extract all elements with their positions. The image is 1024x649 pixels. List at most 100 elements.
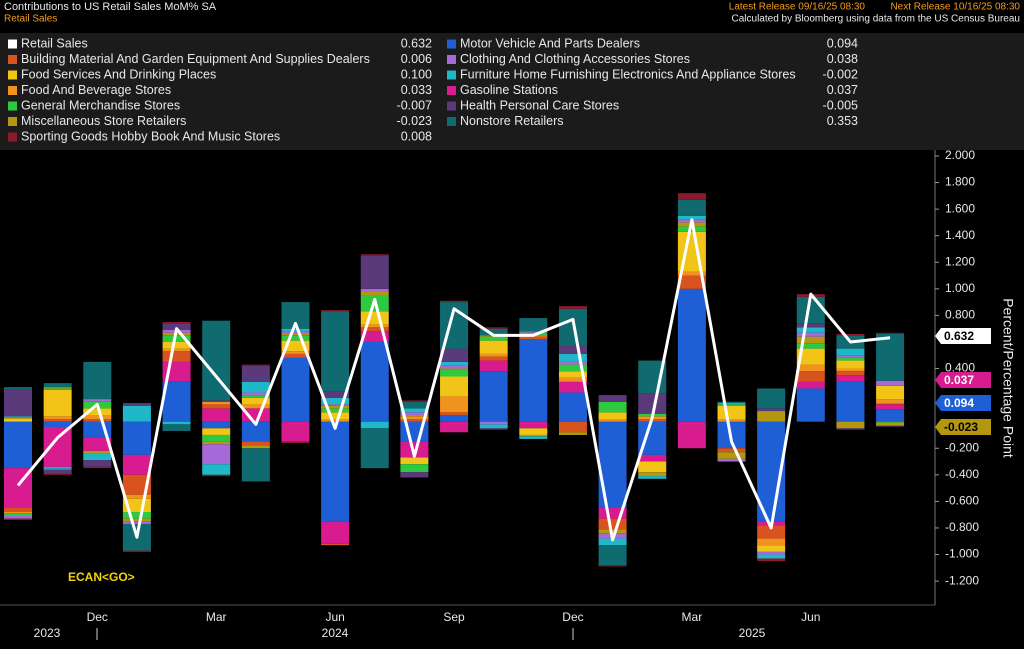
legend-value: 0.094: [827, 36, 858, 50]
bar-segment: [4, 515, 32, 519]
bar-segment: [202, 434, 231, 442]
bar-segment: [796, 371, 825, 382]
bar-segment: [4, 416, 32, 418]
bar-segment: [836, 421, 865, 429]
bar-segment: [43, 469, 72, 474]
bar-segment: [836, 375, 865, 382]
bar-segment: [677, 193, 706, 200]
bar-segment: [122, 494, 151, 499]
bar-segment: [440, 376, 469, 397]
bar-segment: [162, 421, 191, 425]
bar-segment: [400, 408, 429, 413]
legend-swatch: [8, 70, 17, 80]
bar-segment: [122, 474, 151, 495]
bar-segment: [677, 226, 706, 232]
bar-segment: [400, 472, 429, 478]
bar-segment: [519, 331, 548, 333]
bar-segment: [43, 426, 72, 467]
bar-segment: [122, 521, 151, 524]
bar-segment: [519, 318, 548, 332]
bar-segment: [241, 364, 270, 366]
bar-segment: [876, 421, 905, 423]
bar-segment: [479, 353, 508, 357]
bar-segment: [558, 306, 587, 309]
bar-segment: [479, 428, 508, 430]
year-label: 2024: [322, 626, 349, 640]
legend-value: 0.008: [401, 129, 432, 143]
bar-segment: [360, 291, 389, 296]
bar-segment: [83, 450, 112, 454]
bar-segment: [281, 335, 310, 341]
bar-segment: [202, 408, 231, 422]
bar-segment: [122, 550, 151, 552]
y-tick-label: -0.800: [945, 520, 979, 534]
legend-value: -0.023: [397, 114, 432, 128]
bar-segment: [241, 392, 270, 396]
bar-segment: [4, 389, 32, 417]
bar-segment: [4, 512, 32, 514]
bar-segment: [440, 421, 469, 433]
bar-segment: [43, 419, 72, 422]
bar-segment: [321, 310, 350, 312]
bar-segment: [281, 328, 310, 332]
bar-segment: [162, 351, 191, 362]
bar-segment: [440, 348, 469, 362]
bar-segment: [440, 361, 469, 366]
bar-segment: [558, 361, 587, 365]
value-tag: [935, 419, 991, 435]
bar-segment: [836, 348, 865, 356]
bar-segment: [440, 412, 469, 416]
bar-segment: [717, 401, 746, 404]
bar-segment: [519, 428, 548, 435]
bar-segment: [400, 412, 429, 416]
legend-label: Miscellaneous Store Retailers: [21, 114, 186, 128]
bar-segment: [202, 421, 231, 429]
y-tick-label: 1.400: [945, 228, 975, 242]
bar-segment: [519, 436, 548, 439]
bar-segment: [281, 333, 310, 336]
bar-segment: [83, 437, 112, 451]
legend-label: Clothing And Clothing Accessories Stores: [460, 52, 690, 66]
bar-segment: [321, 421, 350, 522]
bar-segment: [321, 404, 350, 406]
bar-segment: [83, 415, 112, 420]
bar-segment: [876, 399, 905, 404]
bar-segment: [400, 401, 429, 409]
bar-segment: [241, 395, 270, 398]
bar-segment: [717, 448, 746, 453]
bar-segment: [638, 393, 667, 414]
bar-segment: [122, 403, 151, 406]
bar-segment: [519, 434, 548, 437]
bar-segment: [598, 538, 627, 546]
bar-segment: [43, 473, 72, 475]
y-tick-label: 0.800: [945, 308, 975, 322]
bar-segment: [717, 452, 746, 459]
legend-value: 0.037: [827, 83, 858, 97]
bar-segment: [281, 441, 310, 443]
bar-segment: [4, 387, 32, 390]
bar-segment: [836, 360, 865, 369]
bar-segment: [796, 343, 825, 349]
bar-segment: [796, 348, 825, 365]
bar-segment: [558, 371, 587, 378]
legend-swatch: [8, 101, 17, 111]
value-tag-label: 0.094: [944, 396, 974, 410]
chart-subtitle: Retail Sales: [4, 14, 57, 25]
bar-segment: [796, 332, 825, 337]
bar-segment: [400, 441, 429, 458]
bar-segment: [122, 405, 151, 422]
bar-segment: [321, 408, 350, 413]
bar-segment: [757, 554, 786, 559]
bar-segment: [241, 445, 270, 449]
y-tick-label: -0.200: [945, 440, 979, 454]
bar-segment: [83, 408, 112, 416]
y-tick-label: -1.200: [945, 573, 979, 587]
bar-segment: [479, 328, 508, 336]
bar-segment: [360, 428, 389, 469]
bar-segment: [677, 275, 706, 289]
y-tick-label: 1.000: [945, 281, 975, 295]
bar-segment: [43, 466, 72, 469]
bar-segment: [598, 412, 627, 420]
bar-segment: [83, 419, 112, 422]
